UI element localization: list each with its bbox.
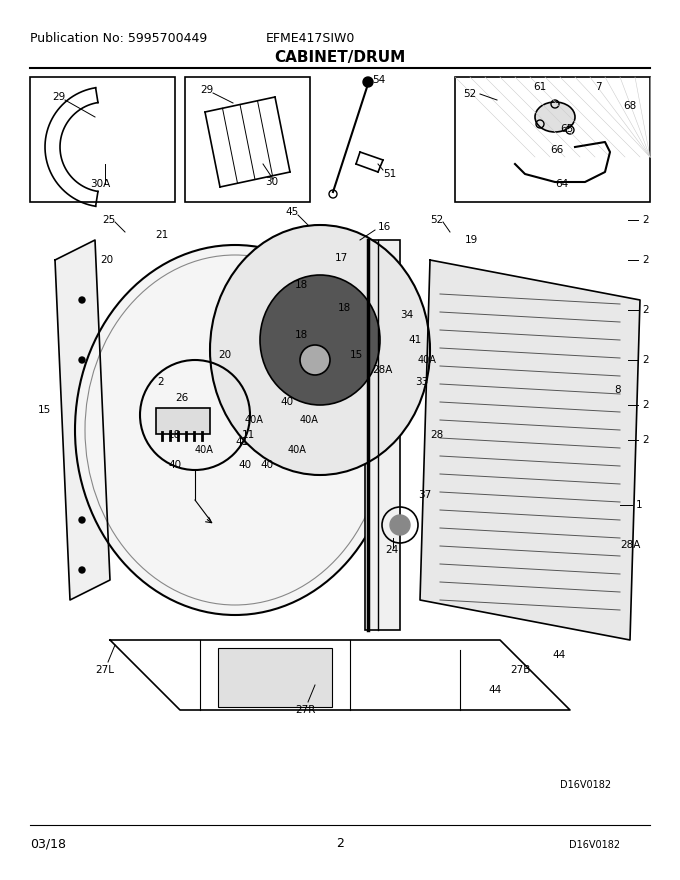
Text: D16V0182: D16V0182 — [560, 780, 611, 790]
Text: 27B: 27B — [510, 665, 530, 675]
Circle shape — [79, 297, 85, 303]
Text: 40A: 40A — [300, 415, 319, 425]
Text: 20: 20 — [100, 255, 113, 265]
Text: 41: 41 — [408, 335, 421, 345]
Text: 2: 2 — [157, 377, 164, 387]
Circle shape — [390, 515, 410, 535]
Bar — [455, 77, 650, 202]
Text: 2: 2 — [642, 255, 649, 265]
Ellipse shape — [535, 102, 575, 132]
Text: 7: 7 — [595, 82, 602, 92]
Text: 15: 15 — [350, 350, 363, 360]
Text: Publication No: 5995700449: Publication No: 5995700449 — [30, 32, 207, 45]
Text: D16V0182: D16V0182 — [569, 840, 620, 850]
Polygon shape — [55, 240, 110, 600]
Text: 40A: 40A — [195, 445, 214, 455]
Text: 45: 45 — [285, 207, 299, 217]
Text: 19: 19 — [465, 235, 478, 245]
Text: 03/18: 03/18 — [30, 837, 66, 850]
Text: 28: 28 — [430, 430, 443, 440]
Text: 18: 18 — [338, 303, 352, 313]
Bar — [185, 77, 310, 202]
Text: 61: 61 — [533, 82, 546, 92]
Text: 40: 40 — [168, 460, 181, 470]
Text: 17: 17 — [335, 253, 348, 263]
Text: 11: 11 — [242, 430, 255, 440]
Text: 2: 2 — [336, 837, 344, 850]
Circle shape — [79, 357, 85, 363]
Text: 40A: 40A — [288, 445, 307, 455]
Ellipse shape — [300, 345, 330, 375]
Text: 54: 54 — [372, 75, 386, 85]
Text: 68: 68 — [623, 101, 636, 111]
Bar — [30, 77, 175, 202]
Text: 40: 40 — [238, 460, 251, 470]
FancyBboxPatch shape — [156, 408, 210, 434]
Text: 52: 52 — [463, 89, 476, 99]
Text: EFME417SIW0: EFME417SIW0 — [265, 32, 355, 45]
Text: 2: 2 — [642, 435, 649, 445]
Text: 27L: 27L — [95, 665, 114, 675]
Text: 18: 18 — [168, 430, 182, 440]
Text: 29: 29 — [52, 92, 65, 102]
Ellipse shape — [75, 245, 395, 615]
Text: 41: 41 — [235, 437, 248, 447]
Text: 52: 52 — [430, 215, 443, 225]
Text: 44: 44 — [552, 650, 565, 660]
Polygon shape — [420, 260, 640, 640]
Ellipse shape — [260, 275, 380, 405]
Text: 30: 30 — [265, 177, 278, 187]
Circle shape — [79, 517, 85, 523]
Text: 40: 40 — [280, 397, 293, 407]
Text: 44: 44 — [488, 685, 501, 695]
FancyBboxPatch shape — [218, 648, 332, 707]
Text: 27R: 27R — [295, 705, 316, 715]
Text: 16: 16 — [378, 222, 391, 232]
Circle shape — [79, 567, 85, 573]
Text: CABINET/DRUM: CABINET/DRUM — [274, 50, 406, 65]
Text: 37: 37 — [418, 490, 431, 500]
Text: 40A: 40A — [418, 355, 437, 365]
Text: 25: 25 — [102, 215, 115, 225]
Text: 40: 40 — [260, 460, 273, 470]
Text: 28A: 28A — [372, 365, 392, 375]
Circle shape — [363, 77, 373, 87]
Text: 51: 51 — [383, 169, 396, 179]
Text: 18: 18 — [295, 280, 308, 290]
Text: 2: 2 — [642, 305, 649, 315]
FancyBboxPatch shape — [365, 240, 400, 630]
Text: 29: 29 — [200, 85, 214, 95]
Text: 8: 8 — [614, 385, 621, 395]
Text: 28A: 28A — [620, 540, 641, 550]
Text: 2: 2 — [642, 215, 649, 225]
Text: 1: 1 — [636, 500, 643, 510]
Text: 21: 21 — [155, 230, 168, 240]
Text: 2: 2 — [642, 400, 649, 410]
Text: 20: 20 — [218, 350, 231, 360]
Text: 18: 18 — [295, 330, 308, 340]
Ellipse shape — [210, 225, 430, 475]
Text: 65: 65 — [560, 124, 573, 134]
Text: 24: 24 — [385, 545, 398, 555]
Text: 33: 33 — [415, 377, 428, 387]
Text: 34: 34 — [400, 310, 413, 320]
Text: 66: 66 — [550, 145, 563, 155]
Circle shape — [79, 437, 85, 443]
Text: 2: 2 — [642, 355, 649, 365]
Text: 15: 15 — [38, 405, 51, 415]
Text: 40A: 40A — [245, 415, 264, 425]
Text: 30A: 30A — [90, 179, 110, 189]
Text: 26: 26 — [175, 393, 188, 403]
Text: 64: 64 — [555, 179, 568, 189]
